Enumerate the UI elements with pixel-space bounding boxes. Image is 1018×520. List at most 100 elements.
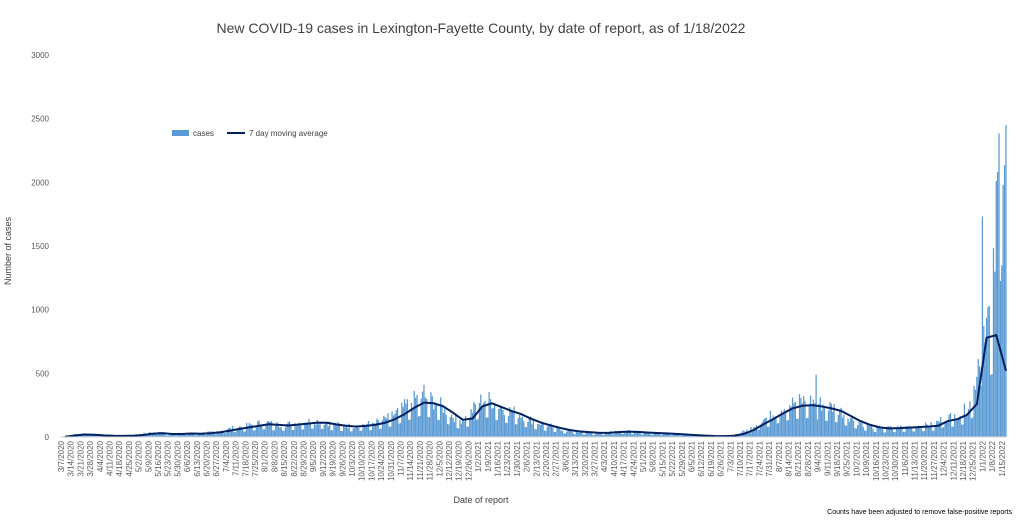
bar-cases — [988, 305, 990, 437]
bar-cases — [541, 421, 543, 437]
bar-cases — [341, 431, 343, 437]
bar-cases — [614, 430, 616, 437]
bar-cases — [358, 427, 360, 437]
bar-cases — [642, 434, 644, 437]
bar-cases — [822, 404, 824, 437]
x-tick-label: 8/28/2021 — [804, 440, 813, 476]
bar-cases — [226, 429, 228, 437]
bar-cases — [694, 435, 697, 437]
bar-cases — [545, 430, 547, 437]
bar-cases — [584, 434, 586, 437]
bar-cases — [409, 419, 411, 437]
bar-cases — [657, 432, 659, 437]
bar-cases — [499, 407, 501, 437]
bar-cases — [775, 416, 777, 437]
bar-cases — [797, 418, 799, 437]
bar-cases — [348, 423, 350, 437]
bar-cases — [963, 403, 966, 437]
bar-cases — [444, 406, 446, 437]
bar-cases — [918, 425, 920, 437]
bar-cases — [840, 407, 842, 437]
bar-cases — [615, 431, 618, 437]
x-tick-label: 9/12/2020 — [319, 440, 328, 476]
bar-cases — [807, 418, 809, 437]
bar-cases — [448, 424, 450, 437]
bar-cases — [827, 410, 830, 437]
bar-cases — [336, 425, 338, 437]
bar-cases — [965, 415, 967, 437]
bar-cases — [959, 416, 961, 437]
bar-cases — [305, 423, 307, 437]
bar-cases — [758, 429, 760, 437]
x-tick-label: 4/4/2020 — [96, 440, 105, 472]
bar-cases — [90, 434, 93, 437]
bar-cases — [423, 384, 425, 437]
x-tick-label: 4/25/2020 — [125, 440, 134, 476]
bar-cases — [351, 431, 353, 437]
bar-cases — [100, 435, 102, 437]
bar-cases — [467, 426, 469, 437]
bar-cases — [277, 426, 280, 437]
bar-cases — [683, 434, 686, 437]
bar-cases — [415, 397, 417, 437]
bar-cases — [491, 408, 493, 437]
bar-cases — [258, 420, 260, 437]
bar-cases — [168, 434, 170, 437]
x-tick-label: 1/16/2021 — [493, 440, 502, 476]
bar-cases — [151, 433, 154, 437]
bar-cases — [413, 390, 415, 437]
bar-cases — [936, 421, 938, 437]
bar-cases — [941, 427, 943, 437]
bar-cases — [681, 435, 683, 437]
x-tick-label: 1/23/2021 — [503, 440, 512, 476]
bar-cases — [89, 435, 91, 437]
bar-cases — [991, 373, 993, 437]
bar-cases — [243, 431, 245, 437]
bar-cases — [259, 424, 262, 437]
bar-cases — [498, 409, 500, 437]
bar-cases — [922, 431, 924, 437]
bar-cases — [366, 423, 368, 437]
bar-cases — [473, 401, 475, 437]
bar-cases — [915, 426, 917, 437]
bar-cases — [995, 180, 997, 438]
bar-cases — [650, 434, 652, 437]
bar-cases — [324, 422, 327, 437]
bar-cases — [701, 435, 704, 437]
bar-cases — [844, 425, 846, 437]
bar-cases — [424, 397, 426, 437]
bar-cases — [401, 402, 403, 437]
bar-cases — [542, 423, 544, 437]
y-tick-label: 500 — [36, 369, 50, 378]
bar-cases — [592, 434, 594, 437]
bar-cases — [315, 424, 317, 437]
bar-cases — [836, 422, 838, 437]
x-tick-label: 3/13/2021 — [571, 440, 580, 476]
bar-cases — [753, 427, 755, 437]
bar-cases — [560, 430, 562, 437]
x-tick-label: 9/4/2021 — [814, 440, 823, 472]
bar-cases — [352, 428, 354, 437]
bar-cases — [215, 434, 217, 437]
bar-cases — [269, 421, 271, 437]
bar-cases — [452, 417, 454, 437]
bar-cases — [187, 432, 190, 437]
x-tick-label: 1/8/2022 — [988, 440, 997, 472]
bar-cases — [470, 409, 472, 437]
bar-cases — [894, 432, 896, 437]
bar-cases — [653, 433, 655, 437]
bar-cases — [201, 432, 203, 437]
bar-cases — [773, 417, 776, 437]
bar-cases — [900, 425, 902, 437]
bar-cases — [811, 405, 813, 437]
bar-cases — [397, 407, 399, 437]
bar-cases — [216, 431, 219, 437]
bar-cases — [345, 426, 348, 437]
bar-cases — [86, 434, 88, 437]
bar-cases — [257, 421, 259, 437]
bar-cases — [596, 431, 598, 437]
bar-cases — [855, 428, 857, 437]
bar-cases — [588, 433, 590, 437]
bar-cases — [372, 422, 374, 437]
legend: cases 7 day moving average — [172, 129, 328, 138]
